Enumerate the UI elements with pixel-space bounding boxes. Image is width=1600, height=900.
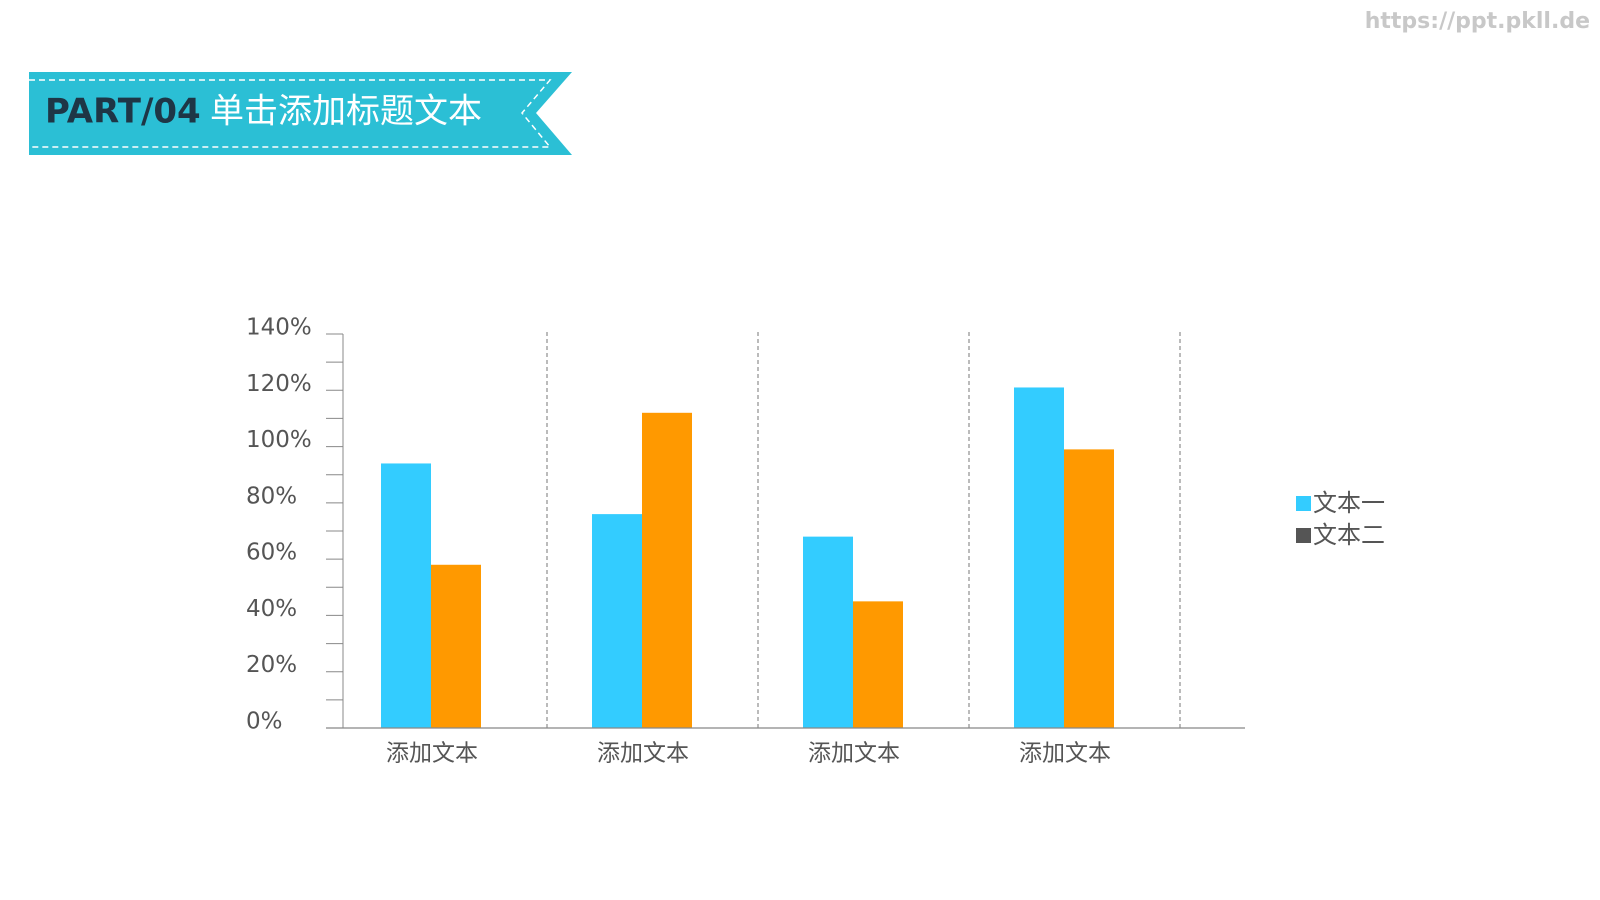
y-tick-label: 60% [246,540,297,566]
x-tick-label: 添加文本 [386,741,478,767]
bar [431,564,481,728]
y-tick-label: 20% [246,652,297,678]
bar [381,463,431,728]
x-tick-label: 添加文本 [1019,741,1111,767]
legend-label: 文本二 [1313,521,1385,549]
y-tick-label: 140% [246,315,312,341]
banner [29,72,572,155]
watermark: https://ppt.pkll.de [1365,9,1590,34]
y-tick-label: 100% [246,427,312,453]
y-tick-label: 0% [246,709,283,735]
bar [1014,387,1064,728]
bar [803,536,853,728]
bar [642,412,692,728]
x-tick-label: 添加文本 [808,741,900,767]
legend-label: 文本一 [1313,489,1385,517]
legend-swatch [1296,496,1311,511]
banner-stitch [29,79,552,148]
y-tick-label: 40% [246,596,297,622]
legend-swatch [1296,528,1311,543]
bar [853,601,903,728]
bar [592,514,642,728]
bar [1064,449,1114,728]
slide-title: 单击添加标题文本 [210,92,482,132]
y-tick-label: 80% [246,483,297,509]
y-tick-label: 120% [246,371,312,397]
x-tick-label: 添加文本 [597,741,689,767]
part-label: PART/04 [45,92,201,132]
